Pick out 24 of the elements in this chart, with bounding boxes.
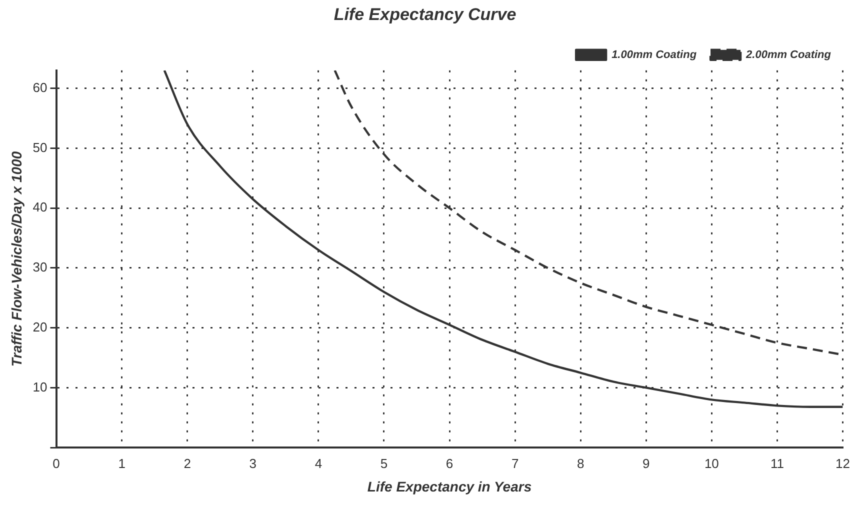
y-tick-label: 40	[32, 200, 48, 215]
x-tick-label: 7	[511, 456, 519, 471]
x-tick-label: 2	[184, 456, 191, 471]
y-tick-label: 30	[32, 260, 48, 275]
x-tick-label: 12	[836, 456, 850, 471]
x-tick-label: 9	[642, 456, 650, 471]
chart-title: Life Expectancy Curve	[334, 4, 516, 24]
x-tick-label: 3	[249, 456, 257, 471]
x-axis-title: Life Expectancy in Years	[367, 478, 532, 494]
x-tick-label: 5	[380, 456, 388, 471]
y-tick-label: 20	[32, 319, 48, 334]
x-tick-label: 8	[576, 456, 584, 471]
legend-label: 1.00mm Coating	[612, 48, 697, 61]
x-tick-label: 1	[118, 456, 126, 471]
x-tick-label: 4	[314, 456, 322, 471]
x-tick-label: 10	[704, 456, 719, 471]
y-axis-title: Traffic Flow-Vehicles/Day x 1000	[8, 151, 24, 367]
x-tick-label: 6	[446, 456, 454, 471]
legend-label: 2.00mm Coating	[745, 48, 832, 61]
x-tick-label: 0	[52, 456, 60, 471]
y-tick-label: 10	[32, 379, 48, 394]
y-tick-label: 60	[32, 80, 48, 95]
y-tick-label: 50	[32, 140, 48, 155]
x-tick-label: 11	[770, 456, 784, 471]
